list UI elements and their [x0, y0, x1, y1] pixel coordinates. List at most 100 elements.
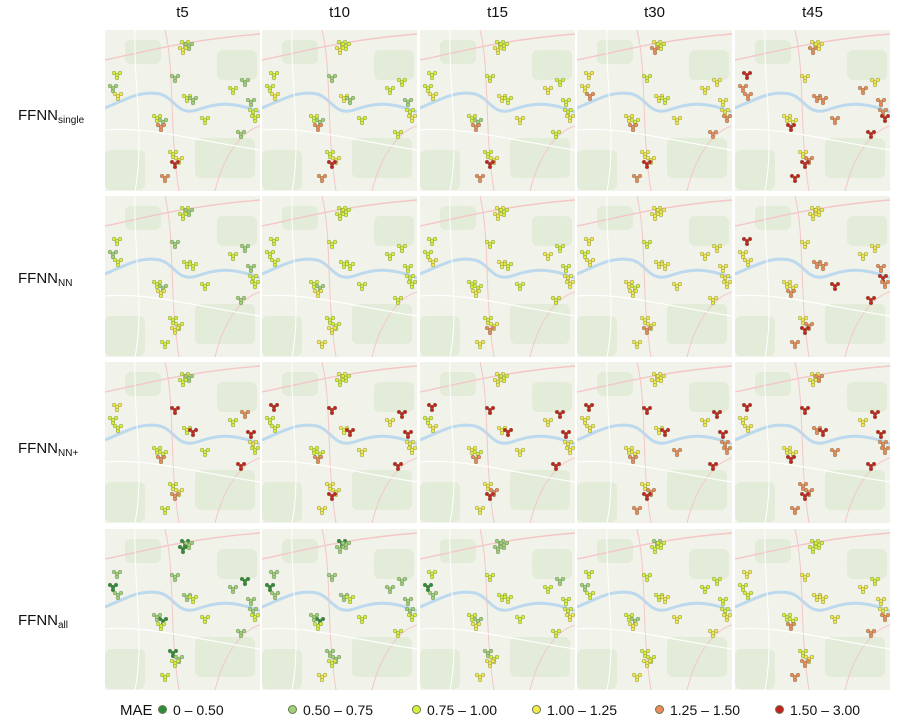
station-marker: [269, 257, 281, 268]
station-marker: [466, 445, 478, 456]
station-marker: [498, 41, 510, 52]
station-marker: [406, 612, 417, 623]
minor-road: [291, 196, 297, 357]
legend-title: MAE: [120, 702, 153, 719]
station-marker: [671, 614, 683, 625]
legend-label-4: 1.25 – 1.50: [670, 702, 741, 718]
column-header-t45: t45: [802, 4, 823, 21]
station-marker: [344, 261, 356, 272]
station-marker: [741, 569, 753, 580]
station-marker: [356, 281, 368, 292]
river: [105, 257, 260, 280]
station-marker: [239, 576, 251, 587]
station-marker: [312, 454, 324, 465]
station-marker: [807, 45, 819, 56]
major-road: [577, 33, 732, 61]
station-marker: [829, 447, 841, 458]
major-road: [794, 196, 810, 357]
station-marker: [655, 207, 667, 218]
park-area: [532, 216, 572, 246]
minor-road: [420, 627, 575, 650]
map-tile-r2-c2: [420, 362, 575, 523]
station-marker: [155, 621, 167, 632]
station-marker: [799, 159, 811, 170]
station-marker: [484, 658, 496, 669]
station-marker: [264, 415, 276, 426]
major-road: [844, 457, 890, 523]
legend-swatch-0: [158, 705, 167, 714]
park-area: [262, 316, 302, 356]
park-area: [352, 138, 412, 178]
station-marker: [623, 113, 635, 124]
station-marker: [817, 95, 829, 106]
station-marker: [396, 77, 408, 88]
station-marker: [584, 91, 596, 102]
legend-swatch-5: [775, 705, 784, 714]
park-area: [735, 316, 775, 356]
river: [105, 91, 260, 114]
map-tile-svg: [577, 362, 732, 523]
station-marker: [326, 658, 338, 669]
major-road: [844, 291, 890, 357]
major-road: [321, 362, 337, 523]
river: [105, 423, 260, 446]
minor-road: [134, 30, 140, 191]
station-marker: [484, 405, 496, 416]
station-marker: [326, 239, 338, 250]
station-marker: [427, 590, 439, 601]
river: [105, 590, 260, 613]
map-tile-svg: [420, 362, 575, 523]
station-marker: [356, 115, 368, 126]
minor-road: [291, 30, 297, 191]
minor-road: [291, 362, 297, 523]
station-marker: [107, 415, 119, 426]
station-marker: [879, 445, 890, 456]
station-marker: [466, 279, 478, 290]
station-marker: [427, 423, 439, 434]
map-tile-svg: [262, 196, 417, 357]
station-marker: [584, 257, 596, 268]
station-marker: [542, 417, 554, 428]
park-area: [689, 50, 729, 80]
station-marker: [316, 339, 328, 350]
major-road: [479, 362, 495, 523]
map-tile-r3-c3: [577, 529, 732, 690]
river: [735, 257, 890, 280]
station-marker: [151, 279, 163, 290]
station-marker: [550, 129, 562, 140]
station-marker: [264, 582, 276, 593]
major-road: [794, 30, 810, 191]
station-marker: [235, 295, 247, 306]
row-label-ffnn-nn-plus: FFNNNN+: [18, 440, 104, 459]
station-marker: [737, 415, 749, 426]
minor-road: [606, 30, 612, 191]
station-marker: [542, 584, 554, 595]
station-marker: [627, 122, 639, 133]
station-marker: [484, 491, 496, 502]
station-marker: [711, 243, 723, 254]
map-tile-r0-c0: [105, 30, 260, 191]
station-marker: [721, 279, 732, 290]
station-marker: [326, 325, 338, 336]
station-marker: [235, 461, 247, 472]
station-marker: [781, 612, 793, 623]
station-marker: [789, 173, 801, 184]
station-marker: [422, 415, 434, 426]
station-marker: [807, 211, 819, 222]
minor-road: [449, 362, 455, 523]
station-marker: [799, 325, 811, 336]
station-marker: [498, 373, 510, 384]
station-marker: [426, 569, 438, 580]
major-road: [105, 33, 260, 61]
station-marker: [484, 572, 496, 583]
column-header-t15: t15: [487, 4, 508, 21]
major-road: [105, 365, 260, 393]
station-marker: [711, 576, 723, 587]
park-area: [735, 150, 775, 190]
station-marker: [623, 445, 635, 456]
park-area: [195, 470, 255, 510]
station-marker: [502, 261, 514, 272]
station-marker: [742, 91, 754, 102]
station-marker: [396, 576, 408, 587]
station-marker: [627, 288, 639, 299]
